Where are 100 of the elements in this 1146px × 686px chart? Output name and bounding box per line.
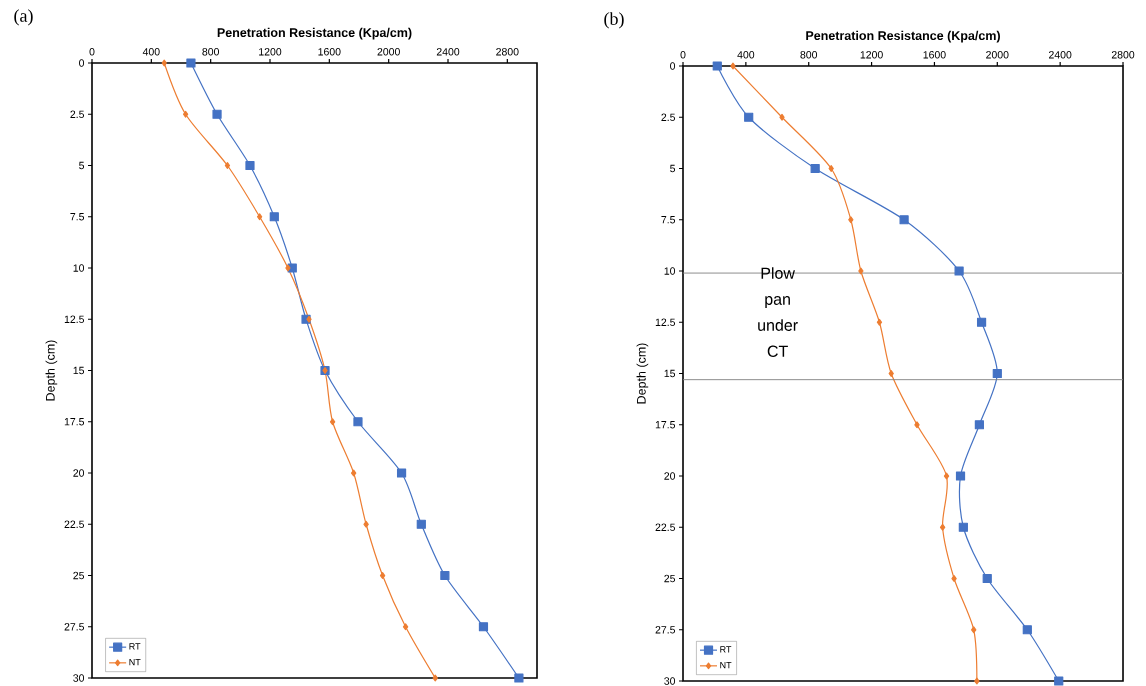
point [161, 59, 167, 67]
legend-label: NT [129, 659, 141, 666]
point [914, 421, 920, 429]
y-tick-label: 10 [73, 264, 85, 272]
y-tick-label: 12.5 [64, 315, 85, 323]
point [329, 418, 336, 426]
point [1054, 676, 1064, 686]
chart-title: (a) [14, 9, 33, 26]
y-tick-label: 5 [670, 164, 676, 173]
point [306, 315, 312, 323]
x-axis-title: Penetration Resistance (Kpa/cm) [806, 30, 1000, 43]
x-tick-label: 0 [89, 48, 95, 56]
point [899, 215, 909, 225]
y-tick-label: 22.5 [655, 523, 676, 531]
point [256, 213, 263, 221]
point [514, 673, 524, 683]
y-axis-title: Depth (cm) [636, 343, 649, 404]
x-tick-label: 1200 [860, 51, 883, 59]
y-tick-label: 10 [664, 267, 676, 275]
annotation: Plow pan under CT [758, 267, 798, 357]
point [888, 370, 894, 377]
y-tick-label: 20 [664, 472, 676, 480]
point [955, 471, 966, 481]
x-tick-label: 2000 [986, 51, 1009, 59]
point [779, 113, 785, 121]
y-tick-label: 12.5 [655, 318, 676, 326]
y-tick-label: 7.5 [70, 213, 85, 221]
point [954, 266, 964, 276]
legend-label: NT [720, 662, 732, 669]
point [212, 109, 222, 119]
x-tick-label: 1200 [259, 48, 282, 56]
point [432, 674, 438, 682]
point [951, 575, 957, 582]
point [971, 626, 977, 634]
point [974, 677, 980, 685]
y-tick-label: 15 [73, 366, 85, 375]
point [363, 520, 369, 528]
y-tick-label: 17.5 [655, 421, 676, 429]
y-tick-label: 15 [664, 369, 676, 378]
x-tick-label: 2400 [1049, 51, 1072, 59]
legend-label: RT [720, 646, 732, 653]
point [848, 216, 854, 224]
x-tick-label: 2000 [377, 48, 400, 56]
x-tick-label: 2400 [436, 48, 460, 56]
y-tick-label: 20 [73, 469, 85, 477]
point [353, 417, 363, 427]
point [982, 573, 992, 584]
point [186, 58, 196, 68]
y-tick-label: 17.5 [64, 418, 85, 426]
y-tick-label: 5 [79, 161, 85, 170]
point [396, 468, 407, 478]
y-tick-label: 7.5 [661, 216, 676, 224]
x-tick-label: 1600 [318, 48, 341, 56]
point [182, 110, 189, 118]
y-tick-label: 25 [73, 571, 85, 580]
point [416, 519, 426, 529]
y-tick-label: 30 [664, 677, 676, 685]
x-tick-label: 800 [800, 51, 818, 59]
point [828, 165, 834, 172]
point [712, 61, 722, 71]
point [976, 317, 987, 327]
point [478, 622, 489, 632]
y-tick-label: 0 [670, 62, 676, 70]
point [744, 112, 754, 122]
point [350, 469, 357, 477]
y-tick-label: 25 [664, 574, 676, 583]
x-tick-label: 800 [202, 48, 220, 56]
point [402, 623, 409, 631]
point [440, 570, 450, 581]
y-tick-label: 30 [73, 674, 85, 682]
point [1022, 625, 1032, 635]
point [269, 212, 279, 222]
x-tick-label: 1600 [923, 51, 946, 59]
x-tick-label: 2800 [1111, 51, 1135, 59]
point [224, 162, 231, 169]
point [992, 368, 1002, 379]
point [858, 267, 864, 275]
y-tick-label: 2.5 [661, 113, 676, 121]
point [379, 572, 386, 579]
point [943, 472, 950, 480]
point [876, 318, 883, 326]
legend-label: RT [129, 643, 141, 650]
x-tick-label: 0 [680, 51, 686, 59]
point [974, 420, 984, 430]
y-tick-label: 27.5 [64, 623, 85, 631]
point [958, 522, 968, 532]
point [810, 163, 820, 174]
x-tick-label: 400 [142, 48, 160, 56]
point [245, 160, 255, 171]
point [939, 523, 946, 531]
y-tick-label: 22.5 [64, 520, 85, 528]
y-tick-label: 2.5 [70, 110, 85, 118]
point [730, 62, 736, 70]
chart-title: (b) [604, 12, 624, 29]
x-tick-label: 400 [737, 51, 755, 59]
y-tick-label: 27.5 [655, 626, 676, 634]
y-tick-label: 0 [79, 59, 85, 67]
x-axis-title: Penetration Resistance (Kpa/cm) [217, 27, 412, 40]
y-axis-title: Depth (cm) [45, 340, 58, 401]
x-tick-label: 2800 [496, 48, 519, 56]
